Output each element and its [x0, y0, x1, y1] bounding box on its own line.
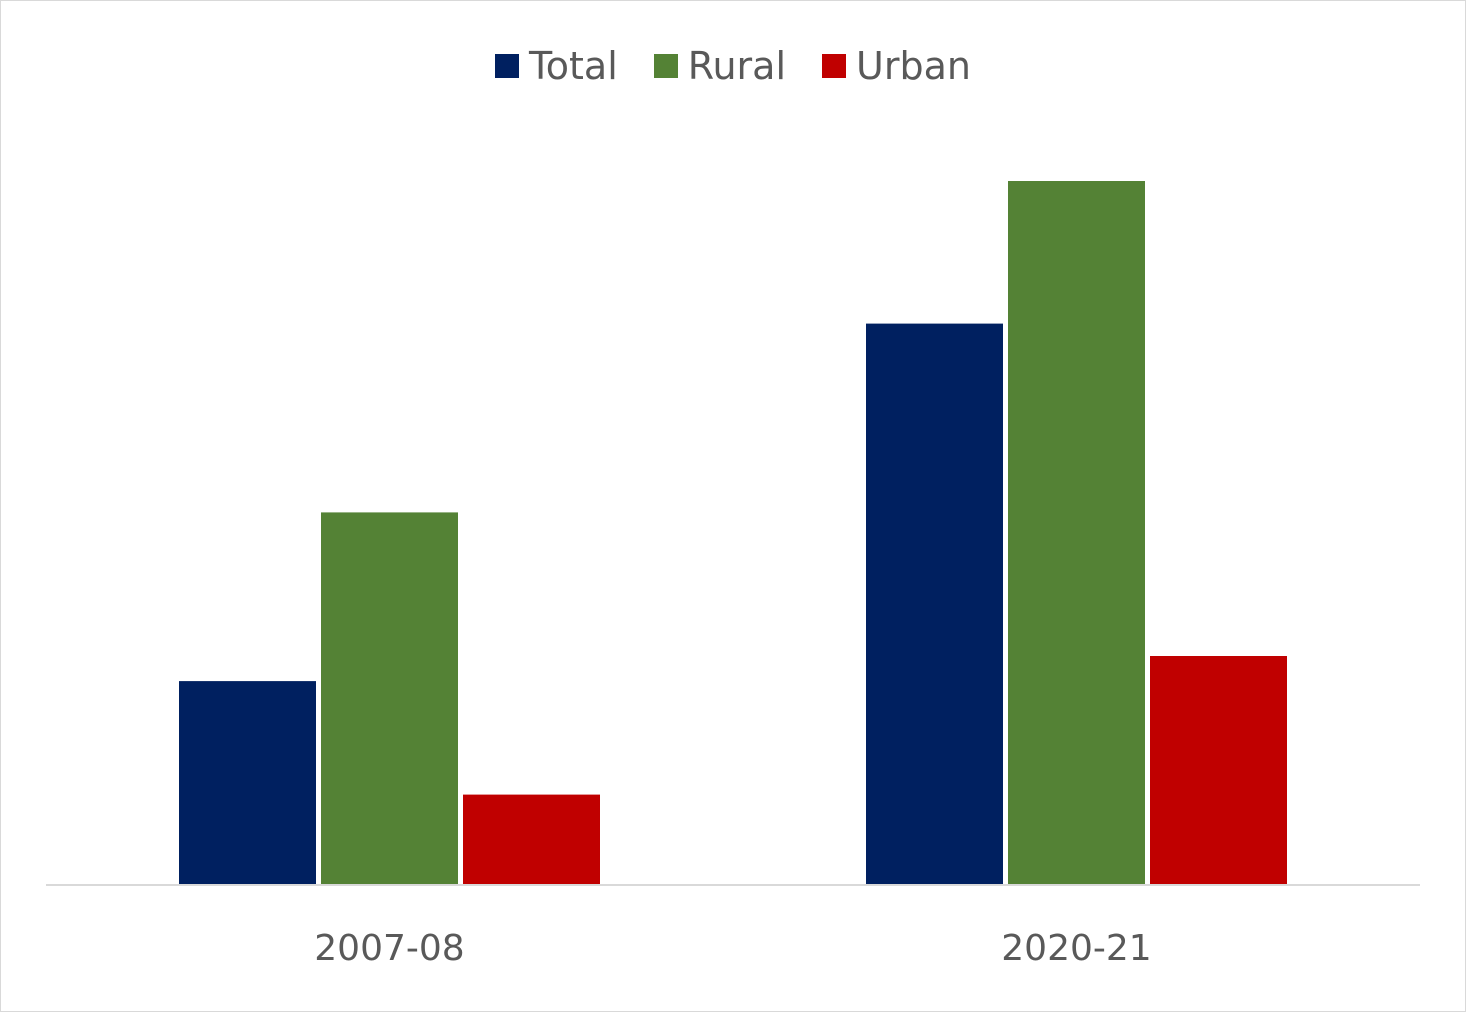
bar-rural-2007-08 [321, 512, 458, 885]
legend-item-urban: Urban [822, 44, 971, 88]
legend-swatch-urban [822, 54, 847, 78]
legend-swatch-total [495, 54, 520, 78]
bar-total-2020-21 [866, 323, 1003, 886]
bar-total-2007-08 [179, 681, 316, 885]
legend-label-rural: Rural [687, 44, 787, 88]
legend-label-urban: Urban [856, 44, 971, 88]
bar-urban-2020-21 [1150, 656, 1287, 885]
category-labels: 2007-08 2020-21 [314, 928, 1151, 969]
legend-item-total: Total [495, 44, 618, 88]
legend-label-total: Total [529, 44, 618, 88]
category-label-2020-21: 2020-21 [1001, 928, 1151, 969]
legend: Total Rural Urban [0, 44, 1466, 88]
bar-urban-2007-08 [463, 794, 600, 885]
bar-rural-2020-21 [1008, 181, 1145, 885]
legend-swatch-rural [653, 54, 678, 78]
legend-item-rural: Rural [653, 44, 787, 88]
bars-group [179, 181, 1287, 886]
category-label-2007-08: 2007-08 [314, 928, 464, 969]
